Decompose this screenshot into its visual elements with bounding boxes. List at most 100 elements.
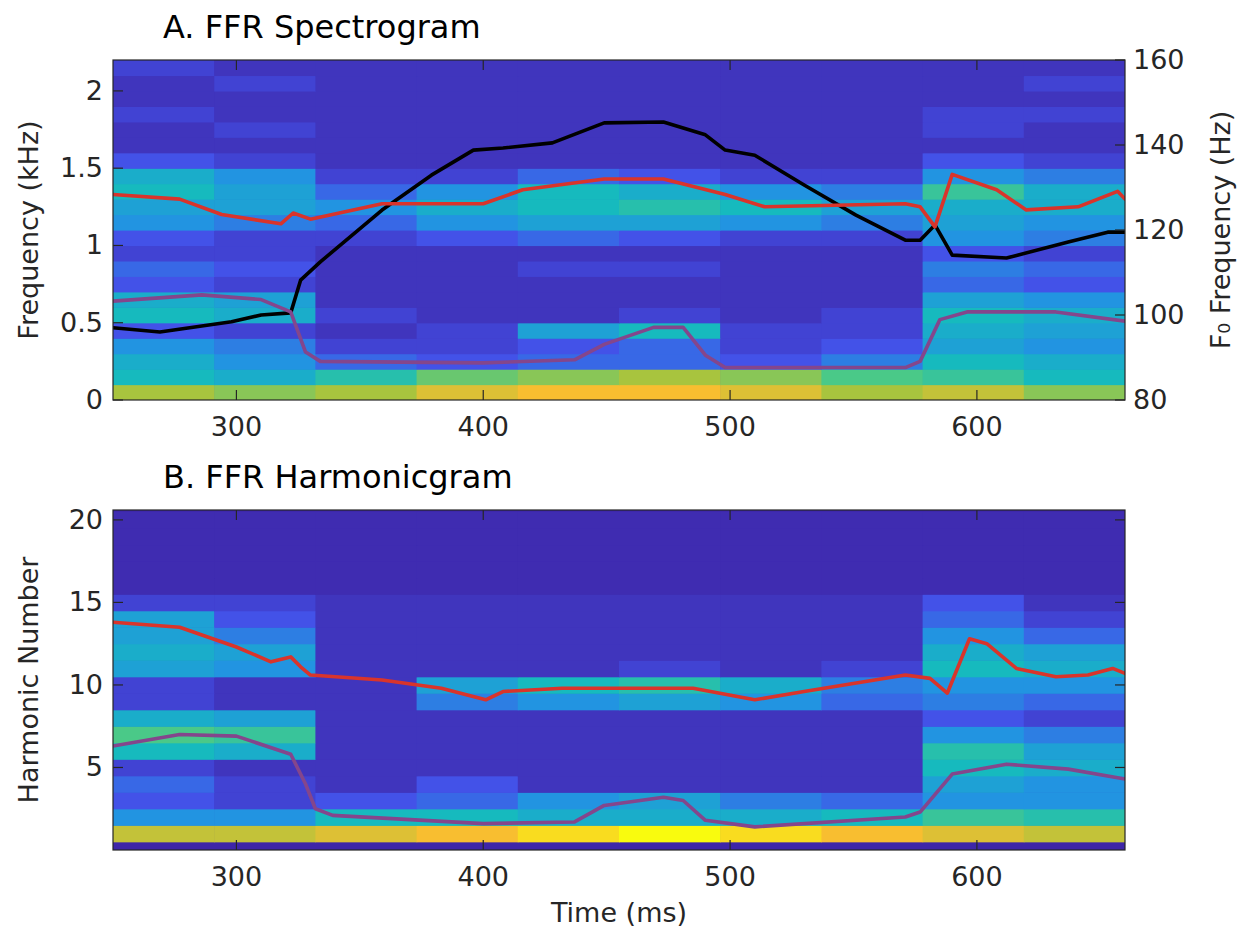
heatmap-cell xyxy=(923,369,1025,385)
y-tick xyxy=(1115,519,1125,520)
heatmap-cell xyxy=(417,215,519,231)
heatmap-cell xyxy=(619,710,721,727)
heatmap-cell xyxy=(417,369,519,385)
x-tick xyxy=(236,510,237,520)
heatmap-cell xyxy=(821,528,923,545)
heatmap-cell xyxy=(619,75,721,91)
heatmap-cell xyxy=(417,307,519,323)
heatmap-cell xyxy=(417,292,519,308)
heatmap xyxy=(113,512,1125,843)
heatmap-cell xyxy=(1024,594,1125,611)
heatmap-cell xyxy=(821,323,923,339)
heatmap-cell xyxy=(923,512,1025,529)
heatmap-cell xyxy=(923,122,1025,138)
heatmap-cell xyxy=(518,825,620,842)
heatmap-cell xyxy=(315,60,417,76)
heatmap-cell xyxy=(720,292,822,308)
heatmap-cell xyxy=(417,710,519,727)
heatmap-cell xyxy=(923,611,1025,628)
heatmap-cell xyxy=(315,385,417,400)
y-tick-label: 1.5 xyxy=(60,152,103,183)
heatmap-cell xyxy=(720,106,822,122)
heatmap-cell xyxy=(315,153,417,169)
heatmap-cell xyxy=(821,578,923,595)
heatmap-cell xyxy=(1024,292,1125,308)
x-tick-label: 600 xyxy=(951,411,1003,442)
heatmap-cell xyxy=(1024,153,1125,169)
heatmap-cell xyxy=(1024,261,1125,277)
line-series xyxy=(113,295,1125,368)
x-tick-label: 500 xyxy=(704,411,756,442)
y-tick xyxy=(113,245,123,246)
heatmap-cell xyxy=(619,693,721,710)
heatmap-cell xyxy=(923,578,1025,595)
y-tick xyxy=(113,602,123,603)
heatmap-cell xyxy=(113,743,215,760)
heatmap-cell xyxy=(214,168,316,184)
heatmap-cell xyxy=(923,594,1025,611)
heatmap-cell xyxy=(619,60,721,76)
heatmap-cell xyxy=(417,660,519,677)
heatmap-cell xyxy=(619,91,721,107)
heatmap-cell xyxy=(417,338,519,354)
heatmap-cell xyxy=(315,91,417,107)
y-tick-label: 2 xyxy=(86,75,103,106)
panel: 30040050060000.511.5280100120140160A. FF… xyxy=(13,8,1236,442)
heatmap-cell xyxy=(417,545,519,562)
heatmap-cell xyxy=(113,710,215,727)
heatmap-cell xyxy=(417,627,519,644)
heatmap-cell xyxy=(1024,677,1125,694)
heatmap-cell xyxy=(113,91,215,107)
heatmap-cell xyxy=(214,230,316,246)
heatmap-cell xyxy=(214,528,316,545)
heatmap-cell xyxy=(315,230,417,246)
heatmap-cell xyxy=(417,245,519,261)
heatmap-cell xyxy=(417,528,519,545)
heatmap-cell xyxy=(720,726,822,743)
x-tick xyxy=(976,510,977,520)
y2-tick-label: 100 xyxy=(1133,299,1185,330)
heatmap-cell xyxy=(113,106,215,122)
heatmap-cell xyxy=(113,677,215,694)
y-tick xyxy=(113,399,123,400)
heatmap-cell xyxy=(720,578,822,595)
heatmap-cell xyxy=(113,759,215,776)
heatmap-cell xyxy=(619,106,721,122)
heatmap-cell xyxy=(113,369,215,385)
heatmap-cell xyxy=(417,512,519,529)
heatmap-cell xyxy=(113,75,215,91)
heatmap-cell xyxy=(214,809,316,826)
heatmap-cell xyxy=(1024,825,1125,842)
x-tick-label: 400 xyxy=(457,411,509,442)
y2-tick xyxy=(1115,59,1125,60)
heatmap-cell xyxy=(113,261,215,277)
heatmap-cell xyxy=(214,75,316,91)
heatmap-cell xyxy=(720,261,822,277)
x-tick xyxy=(976,840,977,850)
line-series xyxy=(113,622,1125,700)
y-tick xyxy=(113,684,123,685)
y2-tick-label: 160 xyxy=(1133,44,1185,75)
x-tick xyxy=(729,840,730,850)
heatmap-cell xyxy=(1024,385,1125,400)
heatmap-cell xyxy=(619,726,721,743)
heatmap-cell xyxy=(720,644,822,661)
heatmap-cell xyxy=(619,561,721,578)
heatmap-cell xyxy=(315,168,417,184)
heatmap-cell xyxy=(619,660,721,677)
heatmap-cell xyxy=(518,578,620,595)
heatmap-cell xyxy=(113,168,215,184)
heatmap-cell xyxy=(417,743,519,760)
heatmap-cell xyxy=(821,199,923,215)
heatmap-cell xyxy=(315,743,417,760)
x-tick xyxy=(483,60,484,70)
heatmap-cell xyxy=(1024,726,1125,743)
heatmap-cell xyxy=(214,199,316,215)
heatmap-cell xyxy=(417,726,519,743)
heatmap-cell xyxy=(619,825,721,842)
heatmap-cell xyxy=(619,385,721,400)
heatmap-cell xyxy=(720,75,822,91)
heatmap-cell xyxy=(113,561,215,578)
heatmap-cell xyxy=(417,75,519,91)
heatmap-cell xyxy=(113,354,215,370)
